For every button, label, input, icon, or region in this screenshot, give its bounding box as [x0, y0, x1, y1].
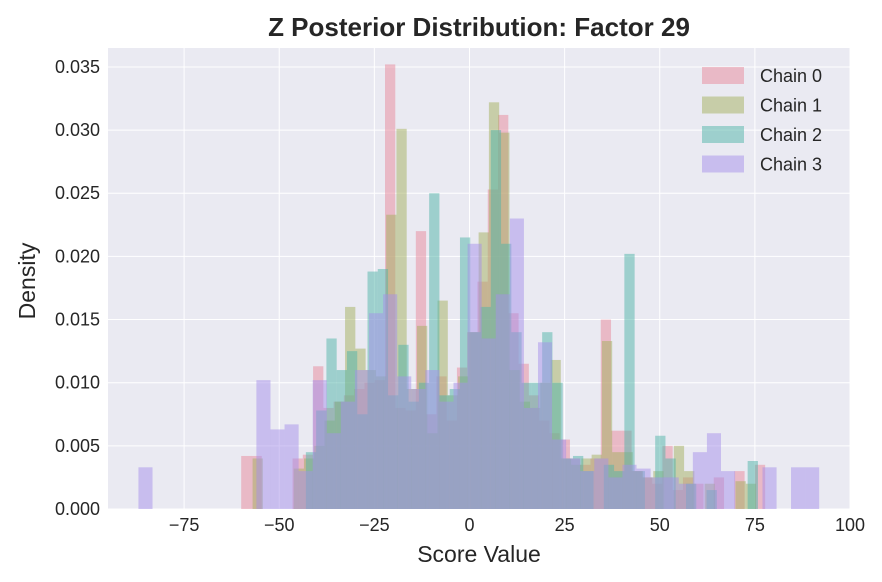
- histogram-bar: [721, 471, 736, 509]
- y-axis-ticks: 0.000 0.005 0.010 0.015 0.020 0.025 0.030 0.035: [55, 57, 100, 519]
- histogram-bar: [624, 253, 635, 509]
- histogram-bar: [747, 461, 758, 509]
- histogram-bar: [256, 380, 271, 509]
- y-tick-label: 0.025: [55, 183, 100, 203]
- histogram-bar: [369, 313, 384, 509]
- histogram-bars: [138, 64, 820, 510]
- x-tick-label: 25: [555, 515, 575, 535]
- y-tick-label: 0.005: [55, 436, 100, 456]
- histogram-bar: [481, 338, 496, 509]
- y-tick-label: 0.015: [55, 310, 100, 330]
- histogram-bar: [298, 471, 313, 509]
- histogram-bar: [459, 237, 471, 509]
- y-tick-label: 0.010: [55, 373, 100, 393]
- histogram-bar: [754, 464, 766, 509]
- x-tick-label: 100: [835, 515, 865, 535]
- chart-title: Z Posterior Distribution: Factor 29: [268, 12, 690, 42]
- histogram-bar: [636, 468, 651, 509]
- y-tick-label: 0.035: [55, 57, 100, 77]
- histogram-bar: [678, 483, 693, 509]
- histogram-bar: [138, 467, 153, 509]
- histogram-bar: [608, 477, 623, 509]
- x-tick-label: −25: [359, 515, 390, 535]
- histogram-bar: [312, 380, 327, 509]
- histogram-bar: [509, 218, 524, 510]
- y-tick-label: 0.000: [55, 499, 100, 519]
- histogram-bar: [762, 467, 777, 509]
- legend: Chain 0 Chain 1 Chain 2 Chain 3: [702, 66, 822, 175]
- x-tick-label: −75: [169, 515, 200, 535]
- histogram-bar: [650, 477, 665, 509]
- histogram-bar: [396, 128, 407, 509]
- histogram-bar: [601, 341, 613, 509]
- x-axis-ticks: −75 −50 −25 0 25 50 75 100: [169, 515, 865, 535]
- histogram-bar: [566, 458, 581, 509]
- histogram-bar: [429, 193, 440, 509]
- histogram-bar: [397, 376, 412, 509]
- histogram-bar: [467, 243, 482, 509]
- histogram-bar: [241, 455, 252, 509]
- legend-label: Chain 2: [760, 125, 822, 145]
- histogram-bar: [354, 370, 370, 509]
- histogram-bar: [692, 452, 707, 509]
- histogram-bar: [411, 389, 426, 509]
- histogram-bar: [326, 433, 341, 509]
- histogram-bar: [622, 464, 637, 509]
- x-tick-label: 75: [745, 515, 765, 535]
- histogram-bar: [655, 435, 666, 509]
- histogram-bar: [664, 477, 679, 509]
- histogram-bar: [673, 445, 685, 509]
- legend-label: Chain 3: [760, 155, 822, 175]
- legend-label: Chain 1: [760, 96, 822, 116]
- y-axis-label: Density: [14, 242, 40, 319]
- legend-swatch: [702, 96, 744, 114]
- histogram-bar: [453, 382, 468, 509]
- histogram-bar: [805, 467, 820, 509]
- histogram-bar: [326, 338, 337, 509]
- histogram-bar: [537, 342, 553, 509]
- legend-swatch: [702, 126, 744, 143]
- x-tick-label: 50: [650, 515, 670, 535]
- histogram-bar: [523, 407, 538, 509]
- x-axis-label: Score Value: [417, 541, 541, 567]
- histogram-bar: [706, 433, 722, 509]
- x-tick-label: −50: [264, 515, 295, 535]
- histogram-bar: [495, 294, 510, 509]
- histogram-bar: [552, 439, 567, 509]
- histogram-bar: [791, 467, 806, 509]
- legend-swatch: [702, 67, 744, 84]
- histogram-bar: [439, 401, 454, 509]
- y-tick-label: 0.030: [55, 120, 100, 140]
- histogram-bar: [594, 458, 609, 509]
- histogram-bar: [284, 424, 299, 509]
- legend-label: Chain 0: [760, 66, 822, 86]
- histogram-bar: [340, 401, 355, 509]
- histogram-bar: [735, 481, 746, 509]
- y-tick-label: 0.020: [55, 246, 100, 266]
- histogram-bar: [425, 370, 440, 509]
- histogram-bar: [383, 294, 398, 509]
- histogram-bar: [270, 429, 285, 509]
- series-3-bars: [138, 218, 820, 510]
- legend-swatch: [702, 155, 744, 173]
- histogram-bar: [580, 471, 595, 509]
- x-tick-label: 0: [464, 515, 474, 535]
